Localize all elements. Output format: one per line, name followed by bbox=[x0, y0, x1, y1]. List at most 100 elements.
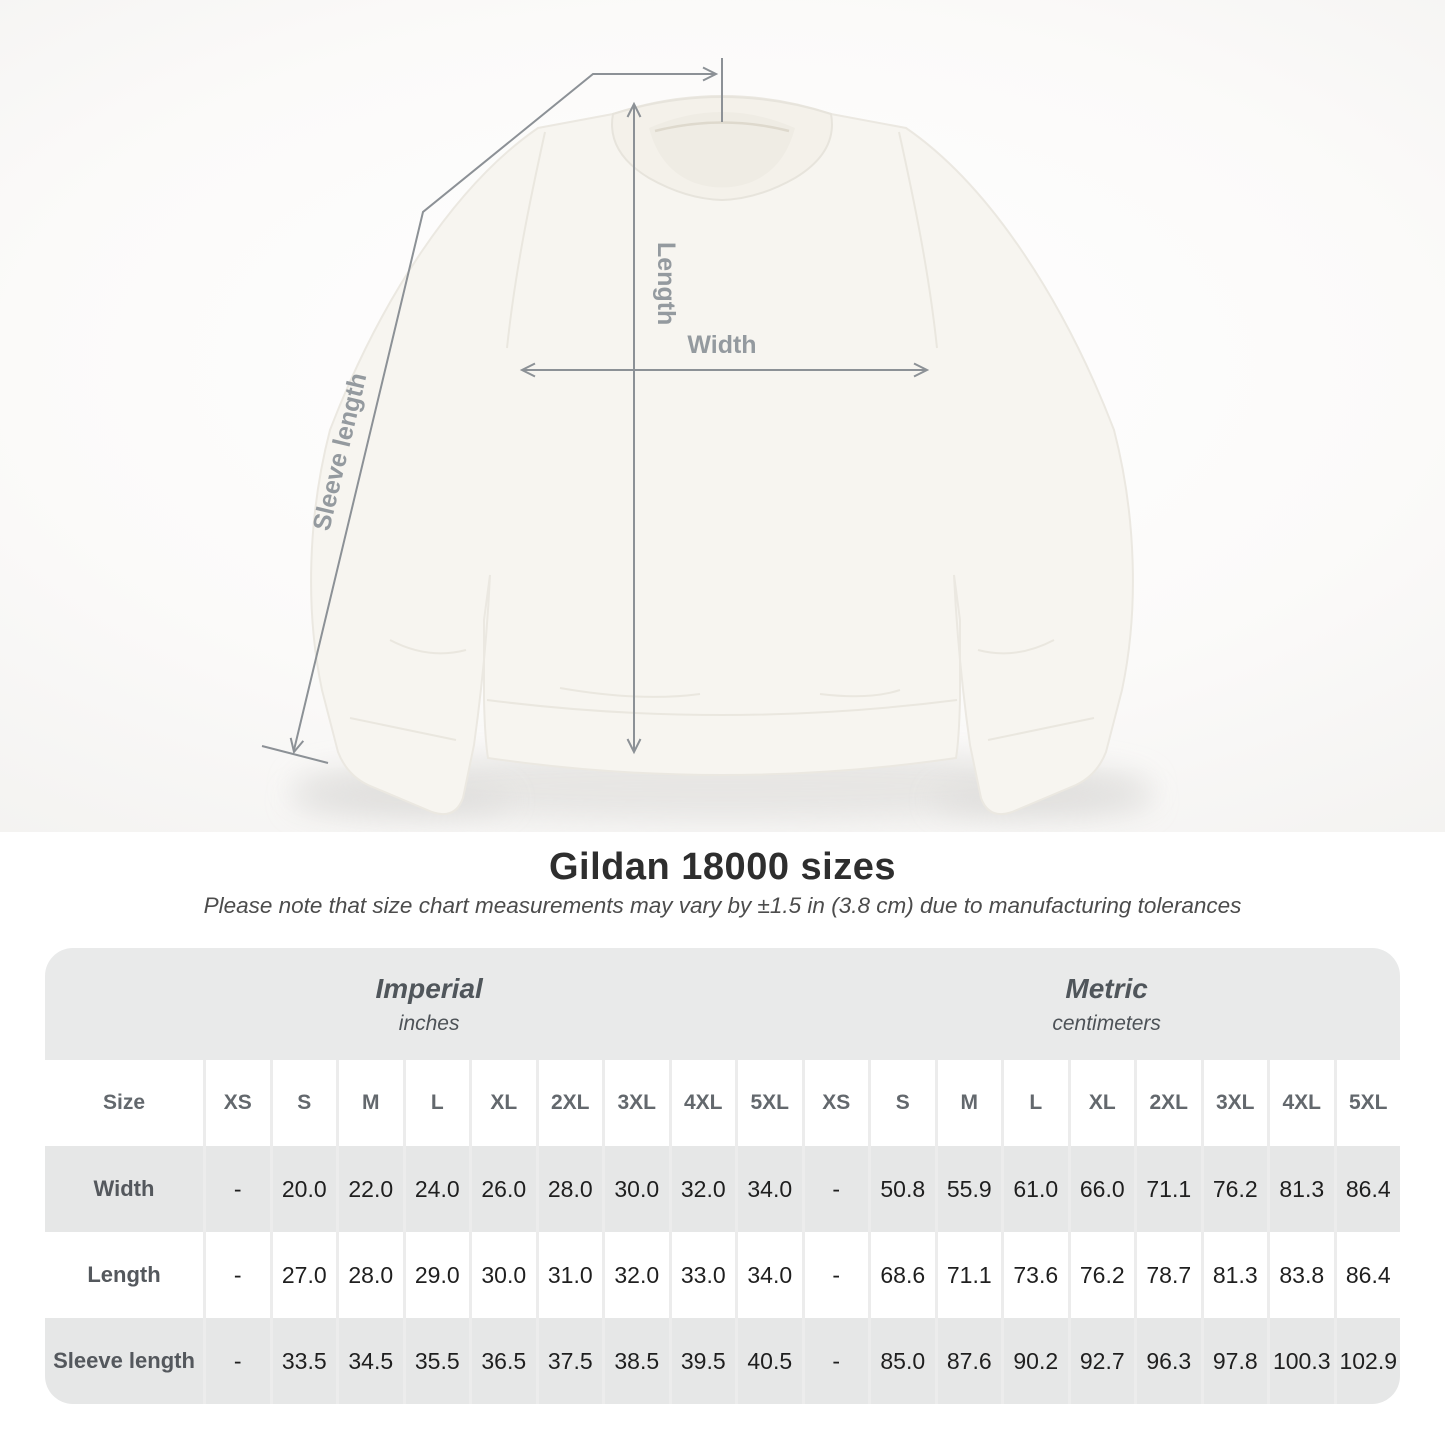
imperial-value: 32.0 bbox=[602, 1232, 669, 1318]
imperial-value: 29.0 bbox=[402, 1232, 469, 1318]
size-column-imperial: 4XL bbox=[668, 1060, 735, 1146]
size-column-metric: S bbox=[868, 1060, 935, 1146]
collar-inner bbox=[649, 112, 795, 188]
imperial-value: - bbox=[203, 1146, 270, 1232]
metric-value: 87.6 bbox=[934, 1318, 1001, 1404]
metric-value: - bbox=[801, 1232, 868, 1318]
imperial-value: 39.5 bbox=[668, 1318, 735, 1404]
size-column-metric: M bbox=[934, 1060, 1001, 1146]
imperial-value: 28.0 bbox=[336, 1232, 403, 1318]
imperial-value: - bbox=[203, 1318, 270, 1404]
sleeve-arrow-right bbox=[702, 66, 719, 82]
imperial-value: 34.0 bbox=[735, 1146, 802, 1232]
metric-value: 92.7 bbox=[1067, 1318, 1134, 1404]
metric-title: Metric bbox=[1065, 972, 1148, 1004]
imperial-value: 31.0 bbox=[535, 1232, 602, 1318]
metric-unit: centimeters bbox=[1052, 1011, 1161, 1035]
length-arrow-down bbox=[626, 738, 642, 755]
measurement-row-length: Length -27.0 28.0 29.0 30.0 31.0 32.0 33.0 34.0-… bbox=[45, 1232, 1400, 1318]
metric-value: 76.2 bbox=[1200, 1146, 1267, 1232]
imperial-value: 24.0 bbox=[402, 1146, 469, 1232]
metric-value: 100.3 bbox=[1267, 1318, 1334, 1404]
measurement-row-sleeve-length: Sleeve length -33.5 34.5 35.5 36.5 37.5 38.5 39… bbox=[45, 1318, 1400, 1404]
size-column-imperial: XL bbox=[469, 1060, 536, 1146]
size-column-imperial: L bbox=[402, 1060, 469, 1146]
row-label: Length bbox=[45, 1232, 203, 1318]
sweatshirt bbox=[310, 94, 1134, 816]
sweatshirt-diagram: Length Width Sleeve length bbox=[261, 58, 1154, 822]
imperial-value: 35.5 bbox=[402, 1318, 469, 1404]
size-column-metric: 5XL bbox=[1333, 1060, 1400, 1146]
metric-value: - bbox=[801, 1146, 868, 1232]
metric-value: 97.8 bbox=[1200, 1318, 1267, 1404]
size-header-cell: Size bbox=[45, 1060, 203, 1146]
imperial-value: 38.5 bbox=[602, 1318, 669, 1404]
imperial-value: 22.0 bbox=[336, 1146, 403, 1232]
metric-value: 81.3 bbox=[1200, 1232, 1267, 1318]
imperial-value: 36.5 bbox=[469, 1318, 536, 1404]
imperial-value: 37.5 bbox=[535, 1318, 602, 1404]
collar-inner-rim bbox=[654, 121, 790, 133]
imperial-value: 32.0 bbox=[668, 1146, 735, 1232]
row-label: Sleeve length bbox=[45, 1318, 203, 1404]
metric-value: 71.1 bbox=[1134, 1146, 1201, 1232]
metric-value: 68.6 bbox=[868, 1232, 935, 1318]
width-label: Width bbox=[687, 331, 756, 359]
cuff-tick bbox=[261, 745, 329, 764]
tolerance-note: Please note that size chart measurements… bbox=[203, 893, 1242, 918]
size-column-metric: XL bbox=[1067, 1060, 1134, 1146]
length-arrow-up bbox=[626, 101, 642, 118]
imperial-value: 30.0 bbox=[469, 1232, 536, 1318]
size-chart: Imperial inches Metric centimeters Size X… bbox=[45, 948, 1400, 1404]
metric-section-header: Metric centimeters bbox=[813, 948, 1400, 1060]
sleeve-line bbox=[293, 73, 714, 751]
metric-value: 85.0 bbox=[868, 1318, 935, 1404]
size-column-metric: L bbox=[1001, 1060, 1068, 1146]
size-column-imperial: 3XL bbox=[602, 1060, 669, 1146]
imperial-value: 34.0 bbox=[735, 1232, 802, 1318]
length-label: Length bbox=[652, 242, 680, 325]
imperial-value: 28.0 bbox=[535, 1146, 602, 1232]
size-column-metric: 3XL bbox=[1200, 1060, 1267, 1146]
size-column-imperial: XS bbox=[203, 1060, 270, 1146]
imperial-section-header: Imperial inches bbox=[45, 948, 813, 1060]
imperial-value: 26.0 bbox=[469, 1146, 536, 1232]
metric-value: 50.8 bbox=[868, 1146, 935, 1232]
size-column-imperial: 5XL bbox=[735, 1060, 802, 1146]
imperial-value: 34.5 bbox=[336, 1318, 403, 1404]
imperial-value: 33.0 bbox=[668, 1232, 735, 1318]
metric-value: 55.9 bbox=[934, 1146, 1001, 1232]
size-column-metric: XS bbox=[801, 1060, 868, 1146]
page-title: Gildan 18000 sizes bbox=[549, 846, 896, 888]
metric-value: 81.3 bbox=[1267, 1146, 1334, 1232]
metric-value: 71.1 bbox=[934, 1232, 1001, 1318]
size-column-metric: 4XL bbox=[1267, 1060, 1334, 1146]
unit-band: Imperial inches Metric centimeters bbox=[45, 948, 1400, 1060]
size-table: Size XS S M L XL 2XL 3XL 4XL 5XL XS S M L XL 2XL 3XL 4XL 5… bbox=[45, 1060, 1400, 1404]
size-header-row: Size XS S M L XL 2XL 3XL 4XL 5XL XS S M L XL 2XL 3XL 4XL 5… bbox=[45, 1060, 1400, 1146]
metric-value: 96.3 bbox=[1134, 1318, 1201, 1404]
imperial-value: 33.5 bbox=[269, 1318, 336, 1404]
metric-value: 61.0 bbox=[1001, 1146, 1068, 1232]
imperial-value: 30.0 bbox=[602, 1146, 669, 1232]
width-arrow-left bbox=[519, 362, 536, 378]
dimension-lines bbox=[261, 58, 930, 764]
sleeve-arrow-down bbox=[289, 737, 305, 755]
imperial-unit: inches bbox=[398, 1011, 460, 1035]
size-column-imperial: M bbox=[336, 1060, 403, 1146]
imperial-title: Imperial bbox=[375, 972, 483, 1004]
metric-value: 86.4 bbox=[1333, 1146, 1400, 1232]
metric-value: 73.6 bbox=[1001, 1232, 1068, 1318]
imperial-value: 27.0 bbox=[269, 1232, 336, 1318]
size-column-imperial: S bbox=[269, 1060, 336, 1146]
imperial-value: - bbox=[203, 1232, 270, 1318]
metric-value: 78.7 bbox=[1134, 1232, 1201, 1318]
width-arrow-right bbox=[913, 362, 930, 378]
metric-value: 66.0 bbox=[1067, 1146, 1134, 1232]
size-column-metric: 2XL bbox=[1134, 1060, 1201, 1146]
imperial-value: 40.5 bbox=[735, 1318, 802, 1404]
metric-value: - bbox=[801, 1318, 868, 1404]
metric-value: 90.2 bbox=[1001, 1318, 1068, 1404]
measurement-row-width: Width -20.0 22.0 24.0 26.0 28.0 30.0 32.0 34.0-5… bbox=[45, 1146, 1400, 1232]
metric-value: 86.4 bbox=[1333, 1232, 1400, 1318]
